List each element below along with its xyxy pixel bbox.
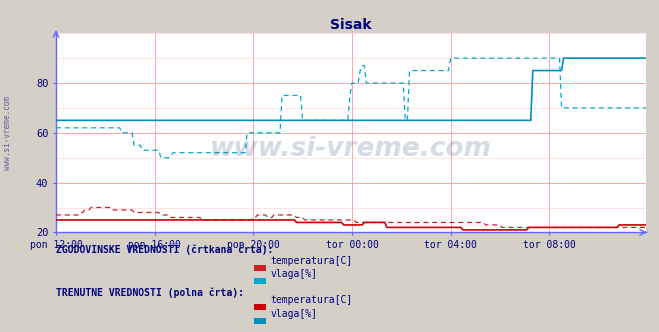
Text: www.si-vreme.com: www.si-vreme.com bbox=[3, 96, 13, 170]
Text: temperatura[C]: temperatura[C] bbox=[270, 256, 353, 266]
Text: temperatura[C]: temperatura[C] bbox=[270, 295, 353, 305]
Text: ZGODOVINSKE VREDNOSTI (črtkana črta):: ZGODOVINSKE VREDNOSTI (črtkana črta): bbox=[56, 244, 273, 255]
Text: www.si-vreme.com: www.si-vreme.com bbox=[210, 136, 492, 162]
Text: vlaga[%]: vlaga[%] bbox=[270, 309, 317, 319]
Text: TRENUTNE VREDNOSTI (polna črta):: TRENUTNE VREDNOSTI (polna črta): bbox=[56, 287, 244, 298]
Text: vlaga[%]: vlaga[%] bbox=[270, 269, 317, 279]
Title: Sisak: Sisak bbox=[330, 18, 372, 32]
